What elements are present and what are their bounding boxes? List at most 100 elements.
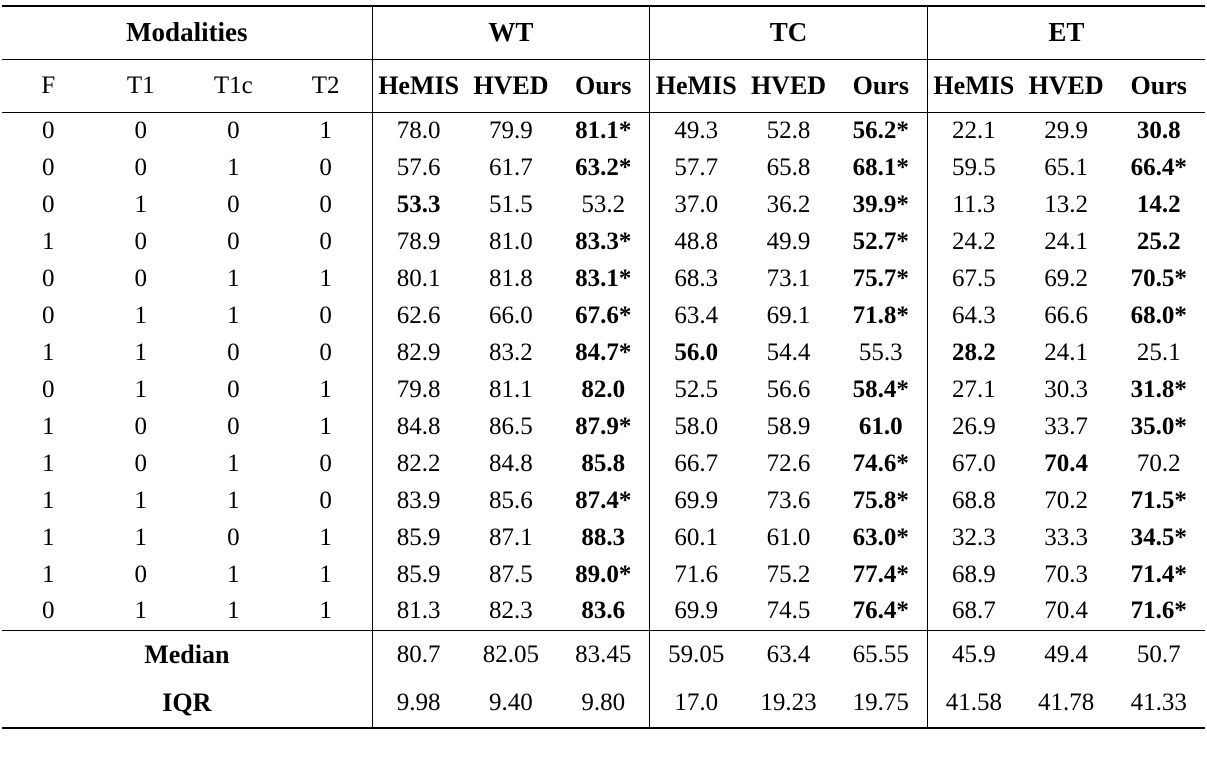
score-cell: 75.8*: [834, 482, 928, 519]
summary-value-cell: 59.05: [649, 629, 743, 679]
modality-flag-cell: 0: [227, 412, 240, 440]
data-row: 1 1 0 1 85.9 87.1 88.3 60.1 61.0 63.0* 32.3 33.3 34.…: [2, 519, 1205, 556]
score-cell: 69.9: [674, 597, 719, 625]
summary-value-cell: 49.4: [1019, 629, 1113, 679]
et-group-header: ET: [927, 6, 1205, 60]
modality-flag-cell: 1: [279, 593, 373, 630]
column-header-tc-hved: HVED: [742, 59, 835, 113]
modality-flag-cell: 0: [134, 449, 148, 477]
score-cell: 70.2: [1044, 486, 1088, 514]
score-cell: 68.8: [951, 486, 996, 514]
score-cell: 72.6: [766, 449, 811, 477]
score-cell: 11.3: [952, 190, 996, 218]
table-body: 0 0 0 1 78.0 79.9 81.1* 49.3 52.8 56.2* 22.1 29.9 30…: [2, 112, 1205, 630]
column-header-wt-ours: Ours: [557, 59, 651, 113]
summary-value-cell: 83.45: [557, 629, 651, 679]
modality-flag-cell: 1: [42, 412, 55, 440]
table-head: Modalities WT TC ET F T1 T1c T2 HeMIS HV…: [2, 6, 1205, 113]
score-cell: 24.2: [951, 227, 996, 255]
data-row: 1 1 1 0 83.9 85.6 87.4* 69.9 73.6 75.8* 68.8 70.2 71…: [2, 482, 1205, 519]
score-cell: 33.7: [1044, 412, 1088, 440]
modality-flag-cell: 0: [134, 412, 148, 440]
column-header-tc-ours: Ours: [834, 59, 928, 113]
score-cell: 60.1: [674, 523, 719, 551]
score-cell: 77.4*: [834, 556, 928, 593]
score-cell: 26.9: [951, 412, 996, 440]
score-cell: 67.0: [951, 449, 996, 477]
score-cell: 87.4*: [557, 482, 651, 519]
modality-flag-cell: 0: [134, 153, 148, 181]
summary-value-cell: 41.33: [1130, 689, 1187, 716]
score-cell: 68.3: [674, 264, 719, 292]
modality-flag-cell: 1: [134, 486, 148, 514]
modality-flag-cell: 0: [134, 264, 148, 292]
score-cell: 69.9: [674, 486, 719, 514]
score-cell: 70.4: [1044, 597, 1088, 625]
modality-flag-cell: 1: [227, 597, 240, 625]
modality-flag-cell: 1: [279, 556, 373, 593]
score-cell: 81.1: [489, 375, 533, 403]
score-cell: 54.4: [766, 338, 811, 366]
data-row: 0 1 0 0 53.3 51.5 53.2 37.0 36.2 39.9* 11.3 13.2 14.…: [2, 186, 1205, 223]
modality-flag-cell: 0: [227, 338, 240, 366]
modality-flag-cell: 0: [227, 375, 240, 403]
score-cell: 70.3: [1044, 560, 1088, 588]
score-cell: 87.1: [489, 523, 533, 551]
summary-value-cell: 63.4: [742, 629, 835, 679]
modality-flag-cell: 1: [42, 449, 55, 477]
score-cell: 58.0: [674, 412, 719, 440]
summary-row-label: IQR: [2, 679, 373, 728]
summary-value-cell: 9.80: [557, 679, 651, 728]
column-header-tc-hemis: HeMIS: [649, 59, 743, 113]
modality-flag-cell: 0: [227, 523, 240, 551]
score-cell: 13.2: [1044, 190, 1088, 218]
modality-flag-cell: 0: [279, 223, 373, 260]
score-cell: 14.2: [1136, 190, 1181, 218]
modality-flag-cell: 1: [42, 338, 55, 366]
data-row: 0 1 0 1 79.8 81.1 82.0 52.5 56.6 58.4* 27.1 30.3 31.…: [2, 371, 1205, 408]
score-cell: 63.2*: [557, 149, 651, 186]
modality-flag-cell: 0: [42, 597, 55, 625]
modality-flag-cell: 0: [42, 264, 55, 292]
summary-value-cell: 9.98: [396, 689, 441, 716]
summary-value-cell: 45.9: [927, 629, 1020, 679]
score-cell: 52.5: [674, 375, 719, 403]
score-cell: 87.9*: [557, 408, 651, 445]
score-cell: 73.6: [766, 486, 811, 514]
modality-flag-cell: 1: [42, 523, 55, 551]
column-header-et-hved: HVED: [1019, 59, 1113, 113]
modality-flag-cell: 0: [42, 375, 55, 403]
score-cell: 34.5*: [1130, 523, 1187, 551]
summary-value-cell: 19.23: [760, 689, 817, 716]
score-cell: 30.8: [1136, 116, 1181, 144]
modality-flag-cell: 0: [42, 190, 55, 218]
modality-flag-cell: 0: [42, 301, 55, 329]
score-cell: 81.0: [489, 227, 533, 255]
score-cell: 61.0: [834, 408, 928, 445]
score-cell: 70.4: [1044, 449, 1088, 477]
data-row: 1 0 0 0 78.9 81.0 83.3* 48.8 49.9 52.7* 24.2 24.1 25…: [2, 223, 1205, 260]
score-cell: 84.8: [489, 449, 533, 477]
score-cell: 61.7: [489, 153, 533, 181]
score-cell: 82.2: [396, 449, 441, 477]
score-cell: 27.1: [951, 375, 996, 403]
score-cell: 55.3: [834, 334, 928, 371]
score-cell: 69.1: [766, 301, 811, 329]
data-row: 1 0 0 1 84.8 86.5 87.9* 58.0 58.9 61.0 26.9 33.7 35.…: [2, 408, 1205, 445]
summary-row: Median 80.7 82.05 83.45 59.05 63.4 65.55 45.9 49…: [2, 629, 1205, 679]
modality-flag-cell: 0: [227, 190, 240, 218]
data-row: 0 0 1 0 57.6 61.7 63.2* 57.7 65.8 68.1* 59.5 65.1 66…: [2, 149, 1205, 186]
score-cell: 59.5: [951, 153, 996, 181]
score-cell: 85.9: [396, 523, 441, 551]
score-cell: 81.8: [489, 264, 533, 292]
modality-flag-cell: 0: [227, 116, 240, 144]
score-cell: 64.3: [951, 301, 996, 329]
score-cell: 83.3*: [557, 223, 651, 260]
column-header-t1c: T1c: [187, 59, 280, 113]
score-cell: 52.8: [766, 116, 811, 144]
score-cell: 22.1: [951, 116, 996, 144]
column-header-et-ours: Ours: [1112, 59, 1205, 113]
modality-flag-cell: 0: [279, 297, 373, 334]
score-cell: 82.0: [557, 371, 651, 408]
